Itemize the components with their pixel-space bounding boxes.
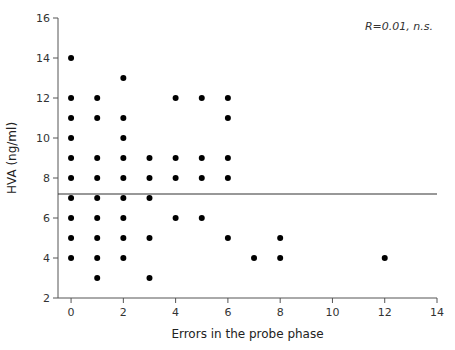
scatter-point [68,135,74,141]
y-tick [53,18,58,19]
scatter-point [68,175,74,181]
scatter-point [68,235,74,241]
x-axis-line [58,298,437,299]
scatter-point [68,255,74,261]
x-tick-label: 8 [277,306,284,319]
scatter-point [94,195,100,201]
scatter-point [94,255,100,261]
scatter-point [120,195,126,201]
x-tick-label: 4 [172,306,179,319]
y-axis-line [58,18,59,298]
scatter-point [94,235,100,241]
x-tick [227,298,228,303]
scatter-point [199,175,205,181]
scatter-point [173,155,179,161]
scatter-point [120,75,126,81]
scatter-point [94,95,100,101]
reference-line [58,193,437,194]
y-tick-label: 16 [36,12,50,25]
scatter-point [120,215,126,221]
y-tick [53,98,58,99]
scatter-point [199,95,205,101]
scatter-point [146,155,152,161]
x-tick-label: 12 [378,306,392,319]
y-tick-label: 2 [43,292,50,305]
x-tick [437,298,438,303]
scatter-point [146,275,152,281]
scatter-point [68,155,74,161]
x-tick [332,298,333,303]
scatter-point [146,175,152,181]
x-tick-label: 2 [120,306,127,319]
y-tick [53,138,58,139]
y-axis-label: HVA (ng/ml) [5,122,19,194]
scatter-point [199,155,205,161]
scatter-point [94,215,100,221]
scatter-point [68,95,74,101]
scatter-point [225,115,231,121]
y-tick [53,218,58,219]
scatter-point [94,155,100,161]
scatter-point [120,175,126,181]
y-tick-label: 8 [43,172,50,185]
y-tick-label: 12 [36,92,50,105]
y-tick [53,298,58,299]
scatter-point [225,155,231,161]
scatter-point [94,175,100,181]
scatter-point [173,215,179,221]
scatter-point [120,115,126,121]
x-tick [175,298,176,303]
scatter-point [251,255,257,261]
scatter-point [146,195,152,201]
scatter-point [68,115,74,121]
scatter-point [225,95,231,101]
scatter-point [277,255,283,261]
y-tick [53,258,58,259]
x-tick [384,298,385,303]
scatter-point [94,275,100,281]
scatter-point [277,235,283,241]
x-axis-label: Errors in the probe phase [171,327,323,341]
y-tick [53,58,58,59]
scatter-point [173,175,179,181]
scatter-point [173,95,179,101]
y-tick-label: 14 [36,52,50,65]
scatter-point [120,135,126,141]
scatter-point [225,175,231,181]
scatter-point [120,255,126,261]
scatter-point [146,235,152,241]
y-tick [53,178,58,179]
x-tick [280,298,281,303]
annotation: R=0.01, n.s. [365,20,433,33]
x-tick [123,298,124,303]
scatter-point [68,215,74,221]
y-tick-label: 6 [43,212,50,225]
plot-area [58,55,437,281]
scatter-point [68,195,74,201]
x-tick [71,298,72,303]
x-tick-label: 0 [68,306,75,319]
y-tick-label: 10 [36,132,50,145]
scatter-point [68,55,74,61]
x-tick-label: 6 [224,306,231,319]
scatter-point [225,235,231,241]
scatter-point [120,235,126,241]
scatter-point [94,115,100,121]
x-tick-label: 10 [325,306,339,319]
chart: 0 2 4 6 8 10 12 14 2 4 6 8 10 12 14 16 R=0.01, n.s. Error… [0,0,455,350]
y-tick-label: 4 [43,252,50,265]
scatter-point [120,155,126,161]
scatter-point [382,255,388,261]
x-tick-label: 14 [430,306,444,319]
scatter-point [199,215,205,221]
